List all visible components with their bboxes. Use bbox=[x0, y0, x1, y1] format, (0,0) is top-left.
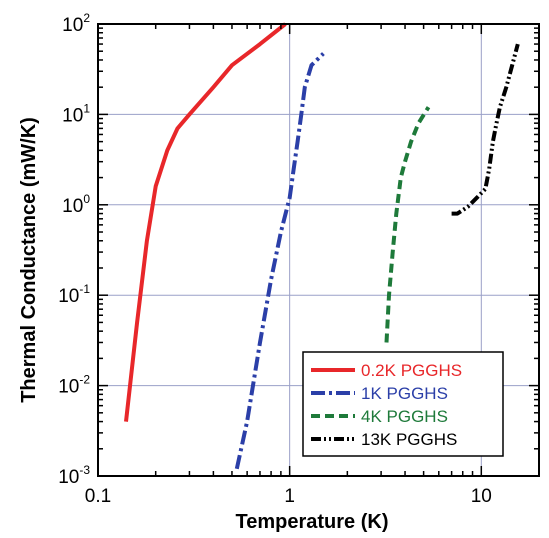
y-tick-label: 10-3 bbox=[58, 463, 90, 488]
x-axis-title: Temperature (K) bbox=[236, 511, 389, 533]
y-tick-label: 102 bbox=[62, 11, 90, 36]
series-line-3 bbox=[384, 106, 431, 343]
ticks bbox=[97, 23, 540, 477]
tick-labels: 0.1 1 10 10-3 10-2 10-1 100 101 102 bbox=[58, 11, 492, 507]
legend: 0.2K PGGHS 1K PGGHS 4K PGGHS 13K PGGHS bbox=[302, 351, 504, 457]
y-tick-label: 101 bbox=[62, 101, 90, 126]
y-tick-label: 100 bbox=[62, 192, 90, 217]
plot-frame bbox=[97, 23, 540, 477]
x-tick-label: 1 bbox=[284, 486, 295, 507]
legend-label-1: 0.2K PGGHS bbox=[361, 361, 462, 380]
series-line-4 bbox=[451, 43, 520, 216]
legend-label-2: 1K PGGHS bbox=[361, 384, 448, 403]
series-line-1 bbox=[124, 22, 287, 422]
x-tick-label: 10 bbox=[471, 486, 492, 507]
y-tick-label: 10-2 bbox=[58, 373, 90, 398]
series-layer bbox=[124, 22, 520, 470]
legend-label-3: 4K PGGHS bbox=[361, 407, 448, 426]
legend-label-4: 13K PGGHS bbox=[361, 430, 457, 449]
x-tick-label: 0.1 bbox=[85, 486, 111, 507]
y-axis-title: Thermal Conductance (mW/K) bbox=[18, 117, 40, 403]
y-tick-label: 10-1 bbox=[58, 282, 90, 307]
